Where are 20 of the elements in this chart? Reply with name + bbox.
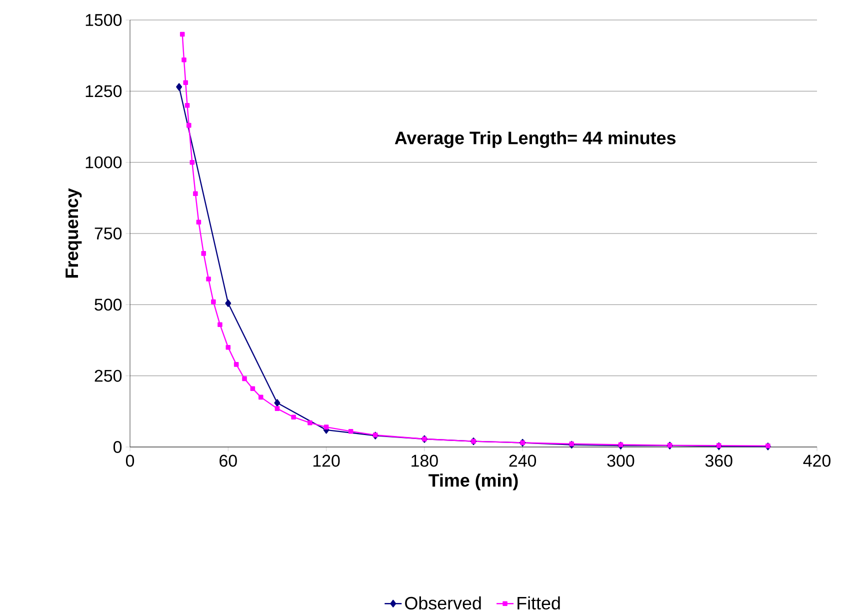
x-tick-label: 360: [705, 454, 732, 467]
y-axis-title: Frequency: [66, 188, 82, 278]
y-tick-label: 500: [94, 298, 122, 311]
x-tick-label: 180: [412, 454, 438, 467]
y-tick-label: 1250: [86, 85, 122, 98]
y-tick-label: 750: [94, 228, 122, 240]
y-tick-label: 250: [94, 370, 122, 382]
x-tick-label: 240: [509, 454, 536, 467]
x-axis-title: Time (min): [428, 474, 518, 490]
x-tick-label: 420: [803, 454, 830, 467]
legend-label: Observed: [405, 596, 481, 610]
legend-label: Fitted: [518, 596, 560, 610]
y-tick-label: 1500: [86, 14, 122, 26]
x-tick-label: 0: [126, 454, 134, 467]
x-tick-label: 120: [313, 454, 340, 467]
annotation: Average Trip Length= 44 minutes: [394, 131, 676, 148]
y-tick-label: 1000: [86, 156, 122, 168]
x-tick-label: 60: [220, 454, 237, 467]
x-tick-label: 300: [607, 454, 634, 467]
y-tick-label: 0: [113, 441, 122, 454]
